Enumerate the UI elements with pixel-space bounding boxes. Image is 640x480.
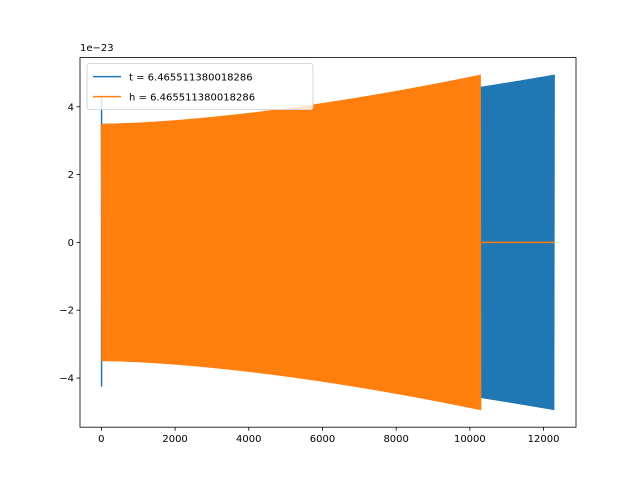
y-axis: −4 −2 0 2 4	[59, 102, 80, 385]
legend-label: h = 6.465511380018286	[129, 93, 255, 104]
legend: t = 6.465511380018286 h = 6.4655113800182…	[86, 63, 314, 110]
x-tick-label: 4000	[236, 434, 261, 445]
legend-box	[86, 63, 314, 110]
plot-area	[100, 74, 555, 411]
y-tick-label: 4	[68, 102, 74, 113]
series-h-line	[100, 74, 482, 411]
x-tick-label: 2000	[162, 434, 187, 445]
x-axis: 0 2000 4000 6000 8000 10000 12000	[98, 427, 559, 445]
x-tick-label: 8000	[383, 434, 408, 445]
y-tick-label: 2	[68, 170, 74, 181]
y-offset-label: 1e−23	[80, 43, 114, 54]
series-h	[100, 74, 555, 411]
y-tick-label: −4	[59, 374, 74, 385]
y-tick-label: 0	[68, 238, 74, 249]
y-tick-label: −2	[59, 306, 74, 317]
x-tick-label: 10000	[454, 434, 486, 445]
x-tick-label: 6000	[310, 434, 335, 445]
x-tick-label: 12000	[528, 434, 560, 445]
x-tick-label: 0	[98, 434, 104, 445]
legend-label: t = 6.465511380018286	[129, 73, 253, 84]
